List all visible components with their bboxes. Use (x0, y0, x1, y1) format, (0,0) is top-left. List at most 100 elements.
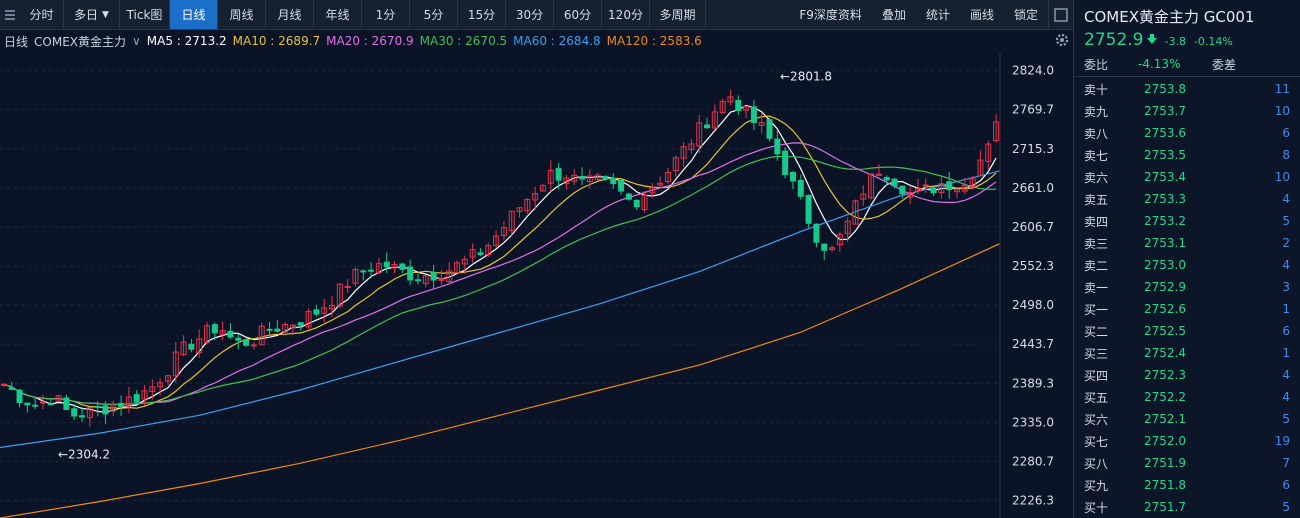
orderbook-row[interactable]: 买六 2752.1 5 (1074, 408, 1300, 430)
draw-line-button[interactable]: 画线 (969, 8, 994, 22)
orderbook-row[interactable]: 卖五 2753.3 4 (1074, 188, 1300, 210)
y-tick-label: 2769.7 (1012, 103, 1054, 117)
candle-body (399, 263, 406, 270)
orderbook-price: 2753.6 (1144, 126, 1186, 140)
candle-body (39, 401, 46, 404)
y-tick-label: 2715.3 (1012, 142, 1054, 156)
candle-body (180, 341, 187, 356)
candle-body (625, 193, 632, 200)
divider (1074, 76, 1300, 77)
tab-fenshi[interactable]: 分时 (20, 0, 64, 29)
price-row: 2752.9 -3.8 -0.14% (1084, 30, 1241, 50)
orderbook-row[interactable]: 卖二 2753.0 4 (1074, 254, 1300, 276)
candle-body (344, 285, 351, 288)
y-tick-label: 2552.3 (1012, 259, 1054, 273)
gear-icon[interactable] (1054, 32, 1070, 48)
orderbook-volume: 5 (1282, 214, 1290, 228)
orderbook-volume: 1 (1282, 302, 1290, 316)
candle-body (539, 185, 546, 192)
orderbook-level: 买十 (1084, 500, 1109, 515)
menu-icon[interactable] (0, 0, 20, 29)
orderbook-volume: 4 (1282, 368, 1290, 382)
candle-body (532, 193, 539, 201)
candle-body (954, 189, 961, 193)
chevron-down-icon[interactable]: ∨ (132, 34, 141, 48)
candle-body (899, 185, 906, 195)
tab-multiday[interactable]: 多日 ▼ (64, 0, 120, 29)
tab-monthly[interactable]: 月线 (266, 0, 314, 29)
f9-depth-button[interactable]: F9深度资料 (799, 8, 862, 22)
orderbook-row[interactable]: 卖九 2753.7 10 (1074, 100, 1300, 122)
orderbook-level: 卖五 (1084, 192, 1109, 207)
orderbook-row[interactable]: 买八 2751.9 7 (1074, 452, 1300, 474)
orderbook-row[interactable]: 买五 2752.2 4 (1074, 386, 1300, 408)
orderbook-price: 2753.4 (1144, 170, 1186, 184)
candle-body (493, 235, 500, 246)
tab-weekly[interactable]: 周线 (218, 0, 266, 29)
candle-body (907, 191, 914, 198)
orderbook-price: 2753.2 (1144, 214, 1186, 228)
stats-button[interactable]: 统计 (925, 8, 950, 22)
candle-body (454, 262, 461, 274)
tab-30min[interactable]: 30分 (506, 0, 554, 29)
overlay-button[interactable]: 叠加 (881, 8, 906, 22)
orderbook-row[interactable]: 买七 2752.0 19 (1074, 430, 1300, 452)
orderbook-volume: 4 (1282, 192, 1290, 206)
orderbook-row[interactable]: 买四 2752.3 4 (1074, 364, 1300, 386)
y-tick-label: 2335.0 (1012, 415, 1054, 429)
tab-daily[interactable]: 日线 (170, 0, 218, 29)
candle-body (922, 184, 929, 187)
orderbook-row[interactable]: 卖七 2753.5 8 (1074, 144, 1300, 166)
period-toolbar: 分时 多日 ▼ Tick图 日线 周线 月线 年线 1分 5分 15分 30分 … (0, 0, 1073, 30)
kline-chart[interactable]: 2824.0 2769.7 2715.3 2661.0 2606.7 2552.3 2498… (0, 52, 1073, 518)
orderbook-volume: 7 (1282, 456, 1290, 470)
candle-body (243, 339, 250, 346)
tab-multi-period[interactable]: 多周期 (650, 0, 706, 29)
orderbook-row[interactable]: 卖八 2753.6 6 (1074, 122, 1300, 144)
candle-body (86, 407, 93, 419)
tab-tick[interactable]: Tick图 (120, 0, 170, 29)
candle-body (500, 227, 507, 236)
y-tick-label: 2606.7 (1012, 220, 1054, 234)
tab-yearly[interactable]: 年线 (314, 0, 362, 29)
layout-grid-icon[interactable] (1048, 0, 1073, 29)
legend-ma30: MA30 : 2670.5 (419, 34, 508, 48)
orderbook-price: 2752.3 (1144, 368, 1186, 382)
candle-body (547, 169, 554, 184)
candle-body (680, 146, 687, 159)
orderbook-row[interactable]: 买二 2752.5 6 (1074, 320, 1300, 342)
orderbook-row[interactable]: 买九 2751.8 6 (1074, 474, 1300, 496)
candle-body (664, 172, 671, 183)
ratio-label: 委比 (1084, 57, 1109, 72)
candle-body (188, 343, 195, 350)
tab-1min[interactable]: 1分 (362, 0, 410, 29)
candle-body (313, 309, 320, 315)
tab-5min[interactable]: 5分 (410, 0, 458, 29)
orderbook-row[interactable]: 卖十 2753.8 11 (1074, 78, 1300, 100)
orderbook-price: 2753.5 (1144, 148, 1186, 162)
orderbook-row[interactable]: 买十 2751.7 5 (1074, 496, 1300, 518)
quote-panel: COMEX黄金主力 GC001 2752.9 -3.8 -0.14% 委比 -4… (1073, 0, 1300, 518)
candle-body (579, 176, 586, 180)
legend-ma60: MA60 : 2684.8 (513, 34, 601, 48)
candle-body (555, 168, 562, 181)
ma30-line (3, 155, 997, 406)
ratio-value: -4.13% (1138, 57, 1181, 71)
candle-body (516, 207, 523, 212)
orderbook-row[interactable]: 卖四 2753.2 5 (1074, 210, 1300, 232)
orderbook-row[interactable]: 卖一 2752.9 3 (1074, 276, 1300, 298)
tab-60min[interactable]: 60分 (554, 0, 602, 29)
orderbook-row[interactable]: 卖三 2753.1 2 (1074, 232, 1300, 254)
orderbook-row[interactable]: 买三 2752.4 1 (1074, 342, 1300, 364)
candle-body (71, 408, 78, 417)
lock-button[interactable]: 锁定 (1013, 8, 1038, 22)
orderbook-price: 2751.9 (1144, 456, 1186, 470)
tab-15min[interactable]: 15分 (458, 0, 506, 29)
orderbook-row[interactable]: 买一 2752.6 1 (1074, 298, 1300, 320)
ma60-line (0, 170, 1001, 449)
orderbook-price: 2751.8 (1144, 478, 1186, 492)
y-tick-label: 2498.0 (1012, 298, 1054, 312)
tab-120min[interactable]: 120分 (602, 0, 650, 29)
orderbook-row[interactable]: 卖六 2753.4 10 (1074, 166, 1300, 188)
legend-instrument[interactable]: COMEX黄金主力 (34, 34, 126, 49)
